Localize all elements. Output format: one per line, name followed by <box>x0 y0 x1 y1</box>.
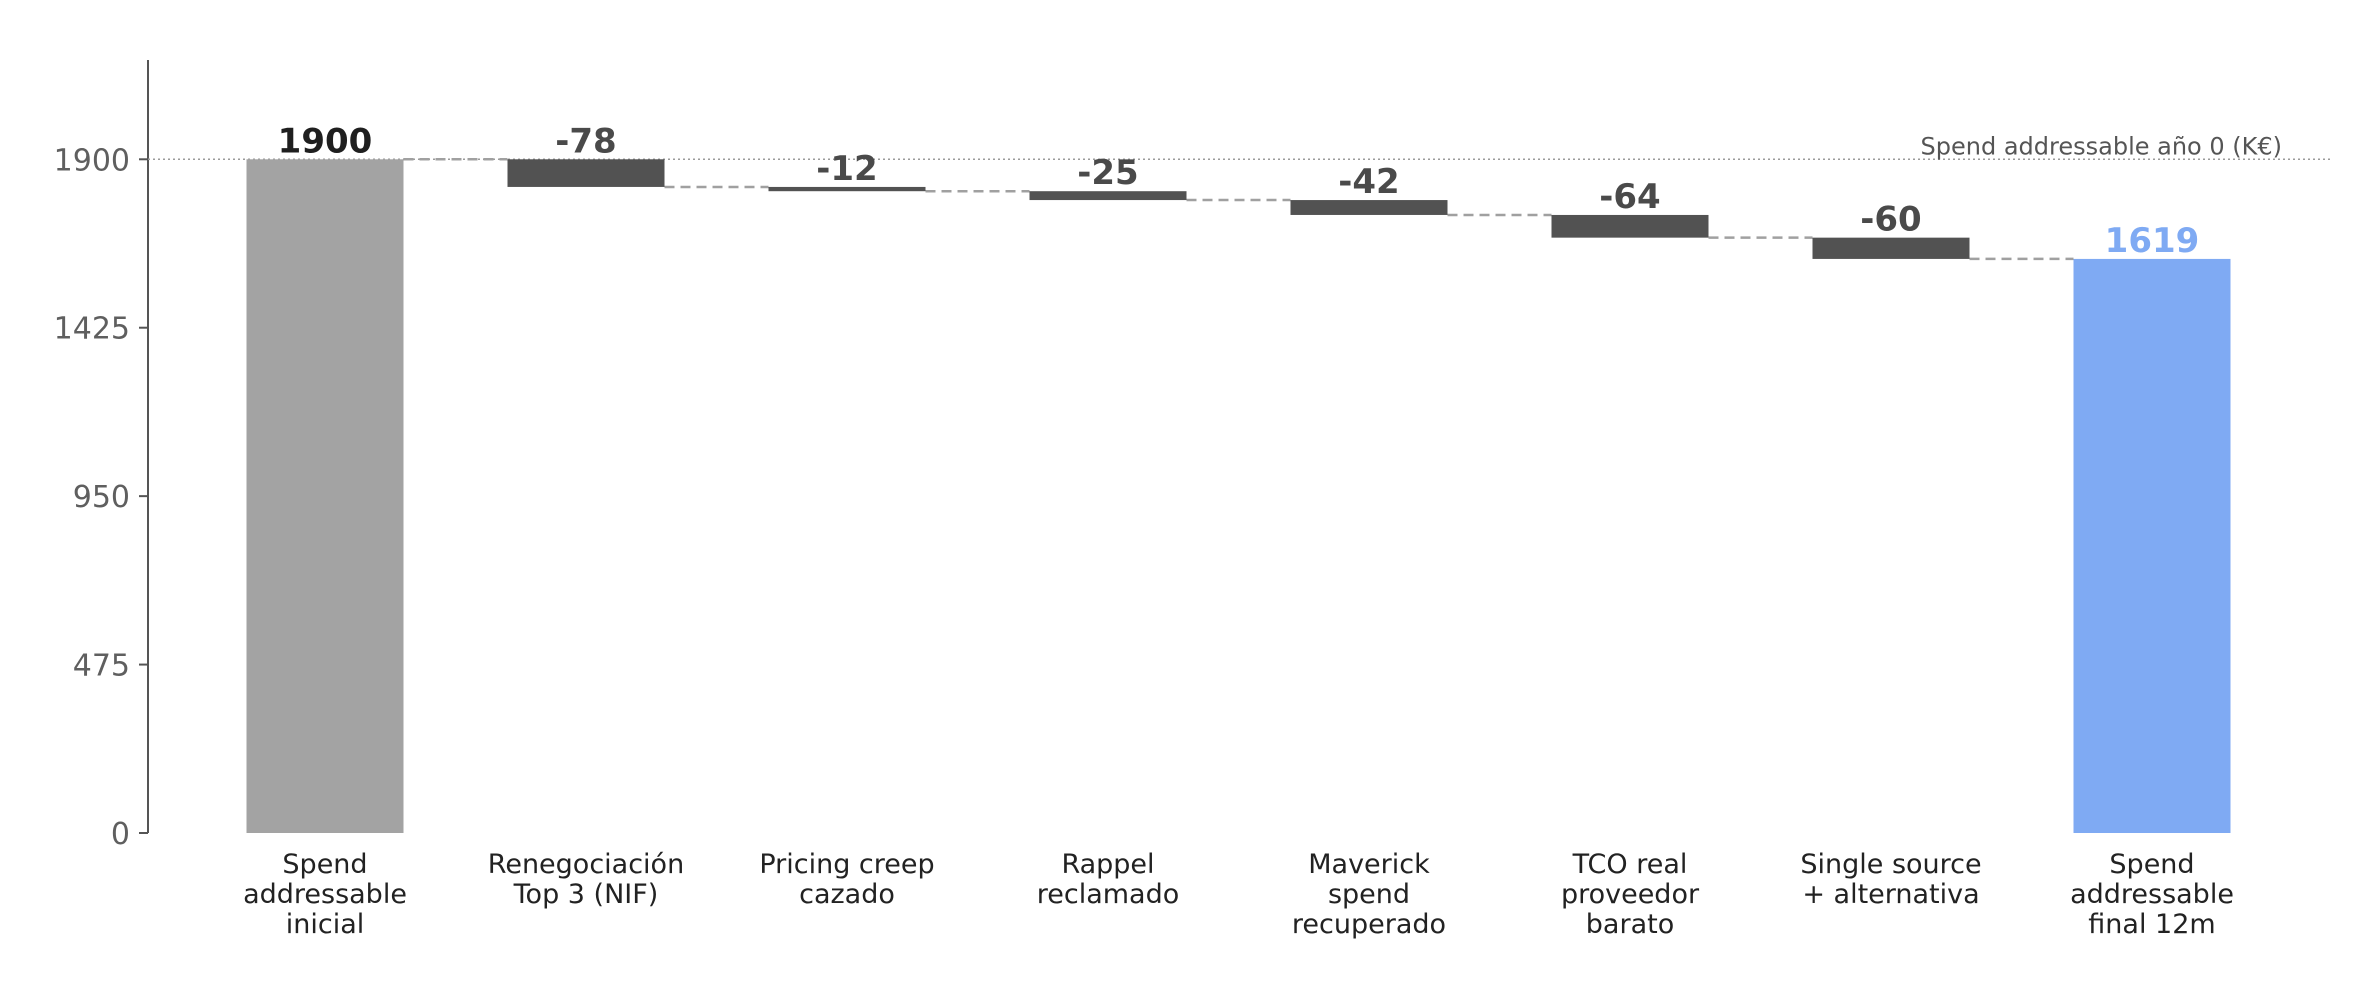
bar <box>1029 191 1187 201</box>
category-label-line: Single source <box>1800 849 1981 880</box>
value-label: -64 <box>1599 177 1660 217</box>
bars <box>246 159 2231 833</box>
bar <box>2073 258 2231 833</box>
bar <box>768 186 926 192</box>
value-labels: 1900 -78 -12 -25 -42 -64 -60 1619 <box>278 121 2200 261</box>
category-label-line: Renegociación <box>488 849 684 880</box>
category-label-line: Maverick <box>1308 849 1430 880</box>
category-label-line: final 12m <box>2088 909 2215 940</box>
category-label-line: Spend <box>2109 849 2194 880</box>
bar <box>1551 214 1709 238</box>
value-label: 1900 <box>278 121 373 161</box>
category-label: Renegociación Top 3 (NIF) <box>488 849 684 910</box>
category-label: Spend addressable final 12m <box>2070 849 2234 940</box>
category-label-line: + alternativa <box>1802 879 1979 910</box>
bar <box>1290 200 1448 215</box>
category-label-line: addressable <box>243 879 407 910</box>
category-label-line: spend <box>1328 879 1410 910</box>
value-label: -78 <box>555 121 616 161</box>
category-label: Spend addressable inicial <box>243 849 407 940</box>
reference-line-label: Spend addressable año 0 (K€) <box>1921 132 2282 160</box>
category-label: Rappel reclamado <box>1037 849 1180 910</box>
category-label-line: Top 3 (NIF) <box>513 879 659 910</box>
category-label-line: recuperado <box>1292 909 1446 940</box>
category-label-line: Spend <box>282 849 367 880</box>
category-label: TCO real proveedor barato <box>1561 849 1700 940</box>
value-label: 1619 <box>2105 221 2200 261</box>
y-axis: 0 475 950 1425 1900 <box>54 60 149 852</box>
category-label-line: cazado <box>799 879 895 910</box>
value-label: -12 <box>816 149 877 189</box>
category-label-line: Pricing creep <box>759 849 934 880</box>
category-label-line: inicial <box>286 909 365 940</box>
connectors <box>403 158 2074 261</box>
y-tick-label: 475 <box>73 649 130 684</box>
bar <box>246 159 404 833</box>
category-label: Single source + alternativa <box>1800 849 1981 910</box>
y-tick-label: 1900 <box>54 143 130 178</box>
reference-line-group: Spend addressable año 0 (K€) <box>148 132 2330 160</box>
value-label: -42 <box>1338 162 1399 202</box>
bar <box>1812 237 1970 259</box>
y-tick-label: 0 <box>111 817 130 852</box>
category-label-line: addressable <box>2070 879 2234 910</box>
y-tick-label: 950 <box>73 480 130 515</box>
category-label-line: barato <box>1586 909 1674 940</box>
value-label: -60 <box>1860 200 1921 240</box>
bar <box>507 159 665 187</box>
category-label-line: Rappel <box>1061 849 1154 880</box>
category-label-line: TCO real <box>1572 849 1688 880</box>
value-label: -25 <box>1077 153 1138 193</box>
category-label: Pricing creep cazado <box>759 849 934 910</box>
category-label-line: reclamado <box>1037 879 1180 910</box>
y-tick-label: 1425 <box>54 312 130 347</box>
category-label: Maverick spend recuperado <box>1292 849 1446 940</box>
category-label-line: proveedor <box>1561 879 1700 910</box>
